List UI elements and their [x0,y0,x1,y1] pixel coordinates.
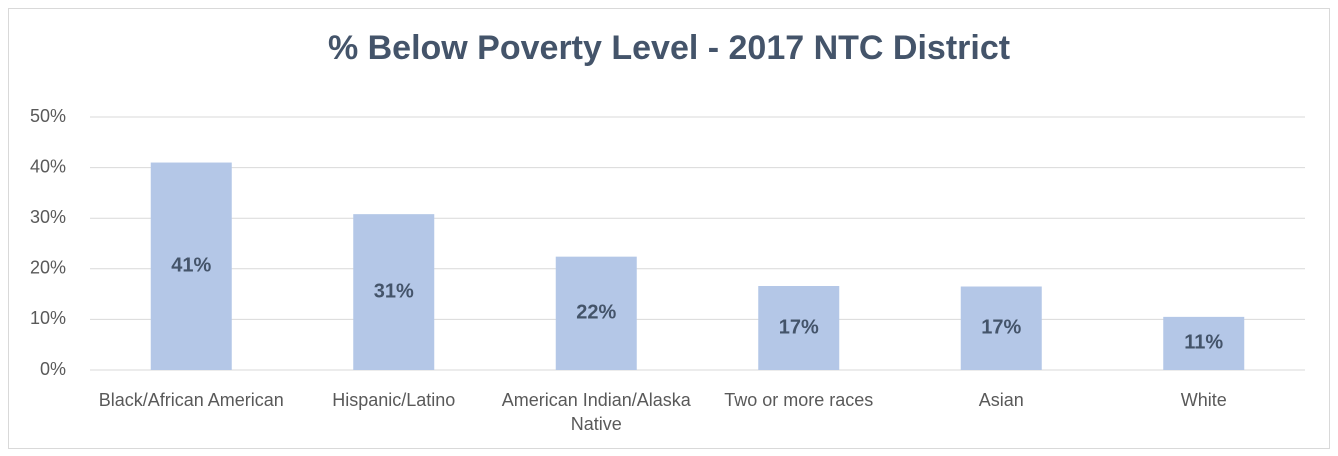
y-tick-label: 20% [30,258,66,278]
x-tick-label: Two or more races [724,390,874,410]
bar [1163,316,1245,370]
bar [555,256,637,370]
y-tick-label: 50% [30,106,66,126]
x-tick-label: American Indian/Alaska Native [501,390,691,434]
bar [960,286,1042,370]
y-tick-label: 10% [30,308,66,328]
bar [758,286,840,370]
bar [150,162,232,370]
x-tick-label: Hispanic/Latino [332,390,456,410]
data-label: 41% [171,255,211,277]
data-label: 11% [1184,332,1223,354]
y-tick-label: 40% [30,156,66,176]
y-tick-label: 30% [30,207,66,227]
data-label: 17% [779,316,819,338]
bar [353,214,435,370]
data-label: 17% [981,317,1021,339]
x-tick-label: Asian [978,390,1024,410]
chart-title: % Below Poverty Level - 2017 NTC Distric… [328,29,1010,67]
x-tick-label: Black/African American [98,390,284,410]
x-tick-label: White [1180,390,1227,410]
data-label: 22% [576,302,616,324]
data-label: 31% [374,280,414,302]
y-tick-label: 0% [40,359,66,379]
